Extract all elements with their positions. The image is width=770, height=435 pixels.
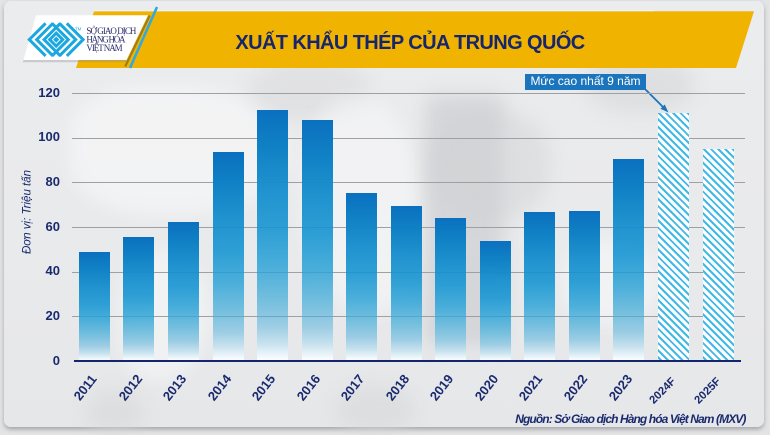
svg-text:SỞ GIAO DỊCH: SỞ GIAO DỊCH xyxy=(86,26,136,36)
svg-text:HÀNG HÓA: HÀNG HÓA xyxy=(86,35,126,45)
svg-text:TM: TM xyxy=(75,27,82,32)
svg-text:VIỆT NAM: VIỆT NAM xyxy=(86,43,122,53)
